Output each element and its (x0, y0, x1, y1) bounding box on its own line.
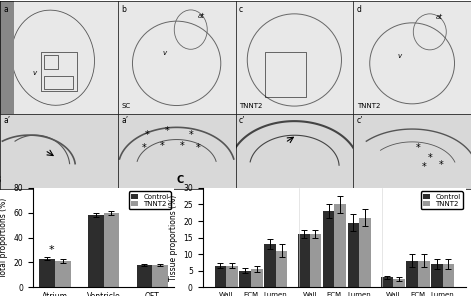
Text: TNNT2: TNNT2 (357, 103, 380, 109)
Text: *: * (422, 162, 426, 172)
Text: at: at (198, 13, 205, 19)
Legend: Control, TNNT2: Control, TNNT2 (129, 192, 171, 209)
Bar (55, 261, 71, 287)
Bar (239, 271, 251, 287)
Text: *: * (195, 143, 200, 153)
Text: *: * (439, 160, 444, 170)
Bar (334, 205, 346, 287)
Text: v: v (398, 53, 402, 59)
Bar (418, 261, 430, 287)
Bar (43, 76, 73, 89)
Bar (359, 218, 371, 287)
Text: v: v (33, 70, 37, 75)
Bar (137, 265, 152, 287)
Bar (276, 251, 287, 287)
Text: *: * (180, 141, 185, 151)
Bar (323, 211, 334, 287)
Bar (443, 264, 455, 287)
Bar (382, 277, 393, 287)
Text: c’: c’ (239, 116, 245, 125)
Text: SC: SC (122, 103, 130, 109)
Text: *: * (188, 130, 193, 140)
Bar (43, 55, 58, 69)
Bar (0, 1, 14, 114)
Text: a: a (4, 5, 8, 14)
Text: *: * (415, 143, 421, 153)
Bar (264, 244, 276, 287)
Bar (41, 52, 76, 91)
Text: v: v (162, 51, 167, 57)
Text: C: C (176, 175, 183, 185)
Text: a’: a’ (122, 116, 129, 125)
Text: *: * (145, 130, 150, 140)
Text: a’: a’ (4, 116, 11, 125)
Text: TNNT2: TNNT2 (239, 103, 262, 109)
Bar (226, 266, 238, 287)
Text: *: * (165, 126, 170, 136)
Bar (406, 261, 418, 287)
Bar (298, 234, 309, 287)
Text: *: * (48, 245, 54, 255)
Text: d: d (357, 5, 362, 14)
Text: *: * (427, 153, 432, 163)
Text: b: b (122, 5, 126, 14)
Y-axis label: Total proportions (%): Total proportions (%) (0, 197, 8, 278)
Bar (104, 213, 119, 287)
Bar (393, 279, 405, 287)
Text: at: at (436, 15, 443, 20)
Text: B: B (0, 175, 1, 185)
Bar (265, 52, 306, 97)
Bar (348, 223, 359, 287)
Text: c’: c’ (357, 116, 363, 125)
Bar (251, 269, 263, 287)
Bar (152, 265, 168, 287)
Y-axis label: Tissue proportions (%): Tissue proportions (%) (169, 194, 178, 281)
Bar (431, 264, 443, 287)
Legend: Control, TNNT2: Control, TNNT2 (421, 192, 463, 209)
Text: *: * (160, 141, 165, 151)
Text: c: c (239, 5, 243, 14)
Bar (88, 215, 104, 287)
Bar (40, 259, 55, 287)
Bar (309, 234, 321, 287)
Bar (214, 266, 226, 287)
Text: *: * (141, 143, 146, 153)
